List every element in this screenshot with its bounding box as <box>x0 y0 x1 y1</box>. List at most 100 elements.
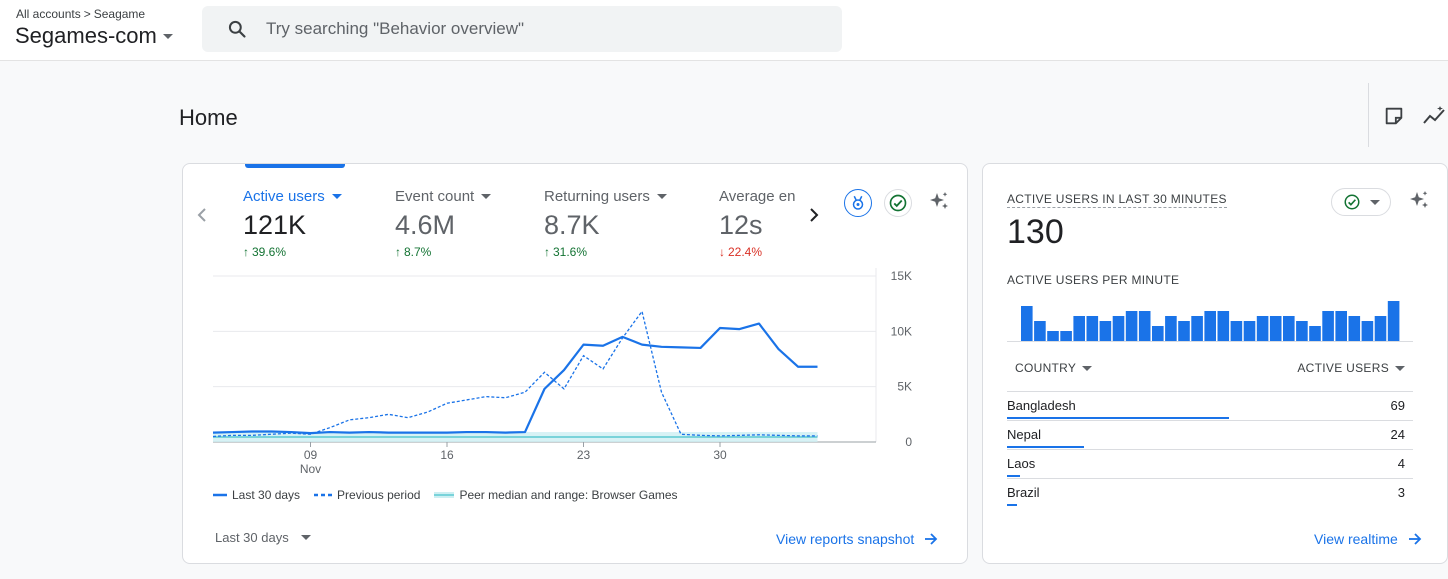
minute-bar[interactable] <box>1060 331 1072 341</box>
legend-solid-swatch <box>213 493 227 497</box>
minute-bar[interactable] <box>1309 326 1321 341</box>
date-range-selector[interactable]: Last 30 days <box>215 530 311 545</box>
minute-bar[interactable] <box>1296 321 1308 341</box>
country-row[interactable]: Laos 4 <box>1007 449 1413 478</box>
sparkle-icon <box>930 192 948 209</box>
check-circle-icon <box>889 194 907 212</box>
metric-change: 22.4% <box>728 245 763 259</box>
minute-bar[interactable] <box>1086 316 1099 341</box>
country-users: 24 <box>1390 427 1405 442</box>
top-bar: All accounts > Seagame Segames-com <box>0 0 1448 61</box>
minute-bar[interactable] <box>1191 316 1203 341</box>
country-name: Bangladesh <box>1007 398 1076 413</box>
country-name: Brazil <box>1007 485 1040 500</box>
arrow-right-icon <box>1408 533 1422 545</box>
caret-down-icon <box>162 33 173 39</box>
breadcrumb-all-accounts[interactable]: All accounts <box>16 7 81 21</box>
realtime-status-button[interactable] <box>1331 188 1391 216</box>
data-quality-button[interactable] <box>884 189 912 217</box>
minute-bar[interactable] <box>1374 316 1387 341</box>
country-row[interactable]: Brazil 3 <box>1007 478 1413 507</box>
view-realtime-link[interactable]: View realtime <box>1314 531 1422 547</box>
x-tick-label: 09 <box>304 448 318 462</box>
page-title: Home <box>179 105 238 130</box>
link-label: View realtime <box>1314 531 1398 547</box>
minute-bar[interactable] <box>1283 316 1295 341</box>
insights-icon[interactable] <box>1422 104 1446 128</box>
metric-label: Average engagement time <box>719 187 796 205</box>
realtime-title[interactable]: ACTIVE USERS IN LAST 30 MINUTES <box>1007 192 1227 208</box>
minute-bar[interactable] <box>1047 331 1059 341</box>
active-tab-indicator <box>245 164 345 168</box>
country-table-header: COUNTRY ACTIVE USERS <box>1007 354 1413 382</box>
metric-value: 4.6M <box>395 210 456 240</box>
metric-value: 8.7K <box>544 210 600 240</box>
y-tick-label: 5K <box>897 380 912 394</box>
minute-bar[interactable] <box>1230 321 1243 341</box>
caret-down-icon <box>656 193 667 199</box>
account-selector[interactable]: Segames-com <box>15 23 173 49</box>
metric-label: Event count <box>395 187 475 205</box>
bar-chart-baseline <box>1007 341 1413 342</box>
minute-bar[interactable] <box>1256 316 1269 341</box>
country-row[interactable]: Bangladesh 69 <box>1007 391 1413 420</box>
legend-band-swatch <box>434 492 455 498</box>
arrow-down-icon: ↓ <box>719 245 725 259</box>
legend-item: Last 30 days <box>213 488 300 502</box>
search-input[interactable] <box>266 6 826 52</box>
metric-label: Active users <box>243 187 325 205</box>
legend-item: Previous period <box>314 488 420 502</box>
note-icon[interactable] <box>1382 104 1406 128</box>
minute-bar[interactable] <box>1165 316 1177 341</box>
minute-bar[interactable] <box>1348 316 1361 341</box>
column-label: ACTIVE USERS <box>1297 361 1389 375</box>
minute-bar[interactable] <box>1178 321 1190 341</box>
minute-bar[interactable] <box>1269 316 1282 341</box>
active-users-column-header[interactable]: ACTIVE USERS <box>1289 361 1413 375</box>
legend-label: Last 30 days <box>232 488 301 502</box>
minute-bar[interactable] <box>1125 311 1138 341</box>
minute-bar[interactable] <box>1322 311 1334 341</box>
minute-bar[interactable] <box>1217 311 1230 341</box>
x-tick-label: 23 <box>577 448 591 462</box>
minute-bar[interactable] <box>1034 321 1046 341</box>
minute-bar[interactable] <box>1099 321 1112 341</box>
minute-bar[interactable] <box>1335 311 1347 341</box>
metric-tab-event-count[interactable]: Event count 4.6M ↑ 8.7% <box>395 186 545 259</box>
minute-bar[interactable] <box>1073 316 1085 341</box>
check-circle-icon <box>1344 194 1359 210</box>
minute-bar[interactable] <box>1361 321 1374 341</box>
minute-bar[interactable] <box>1021 306 1033 341</box>
metric-tab-active-users[interactable]: Active users 121K ↑ 39.6% <box>243 186 393 259</box>
search-bar[interactable] <box>202 6 842 52</box>
minute-bar[interactable] <box>1387 301 1400 341</box>
metrics-next-button[interactable] <box>805 204 823 226</box>
breadcrumb-account[interactable]: Seagame <box>93 7 146 21</box>
metric-value: 12s <box>719 210 763 240</box>
x-tick-sublabel: Nov <box>300 462 321 476</box>
metric-tab-returning-users[interactable]: Returning users 8.7K ↑ 31.6% <box>544 186 694 259</box>
x-tick-label: 16 <box>440 448 454 462</box>
legend-label: Peer median and range: Browser Games <box>459 488 678 502</box>
minute-bar[interactable] <box>1152 326 1164 341</box>
minute-bar[interactable] <box>1112 316 1125 341</box>
country-row[interactable]: Nepal 24 <box>1007 420 1413 449</box>
view-reports-snapshot-link[interactable]: View reports snapshot <box>776 531 938 547</box>
minute-bar[interactable] <box>1204 311 1216 341</box>
realtime-card: ACTIVE USERS IN LAST 30 MINUTES 130 ACTI… <box>982 163 1448 564</box>
minute-bar[interactable] <box>1243 321 1256 341</box>
country-column-header[interactable]: COUNTRY <box>1007 361 1100 375</box>
country-share-bar <box>1007 475 1020 477</box>
metrics-prev-button[interactable] <box>193 204 211 226</box>
metric-tab-average-engagement[interactable]: Average engagement time 12s ↓22.4% <box>719 186 796 260</box>
country-share-bar <box>1007 417 1229 419</box>
minute-bar[interactable] <box>1138 311 1151 341</box>
benchmark-button[interactable] <box>844 189 872 217</box>
sparkle-icon <box>1410 191 1428 208</box>
divider <box>1368 83 1369 147</box>
metric-label: Returning users <box>544 187 650 205</box>
insights-sparkle-button[interactable] <box>926 189 952 215</box>
realtime-sparkle-button[interactable] <box>1406 188 1432 214</box>
chart-legend: Last 30 days Previous period Peer median… <box>213 488 678 502</box>
country-name: Nepal <box>1007 427 1041 442</box>
